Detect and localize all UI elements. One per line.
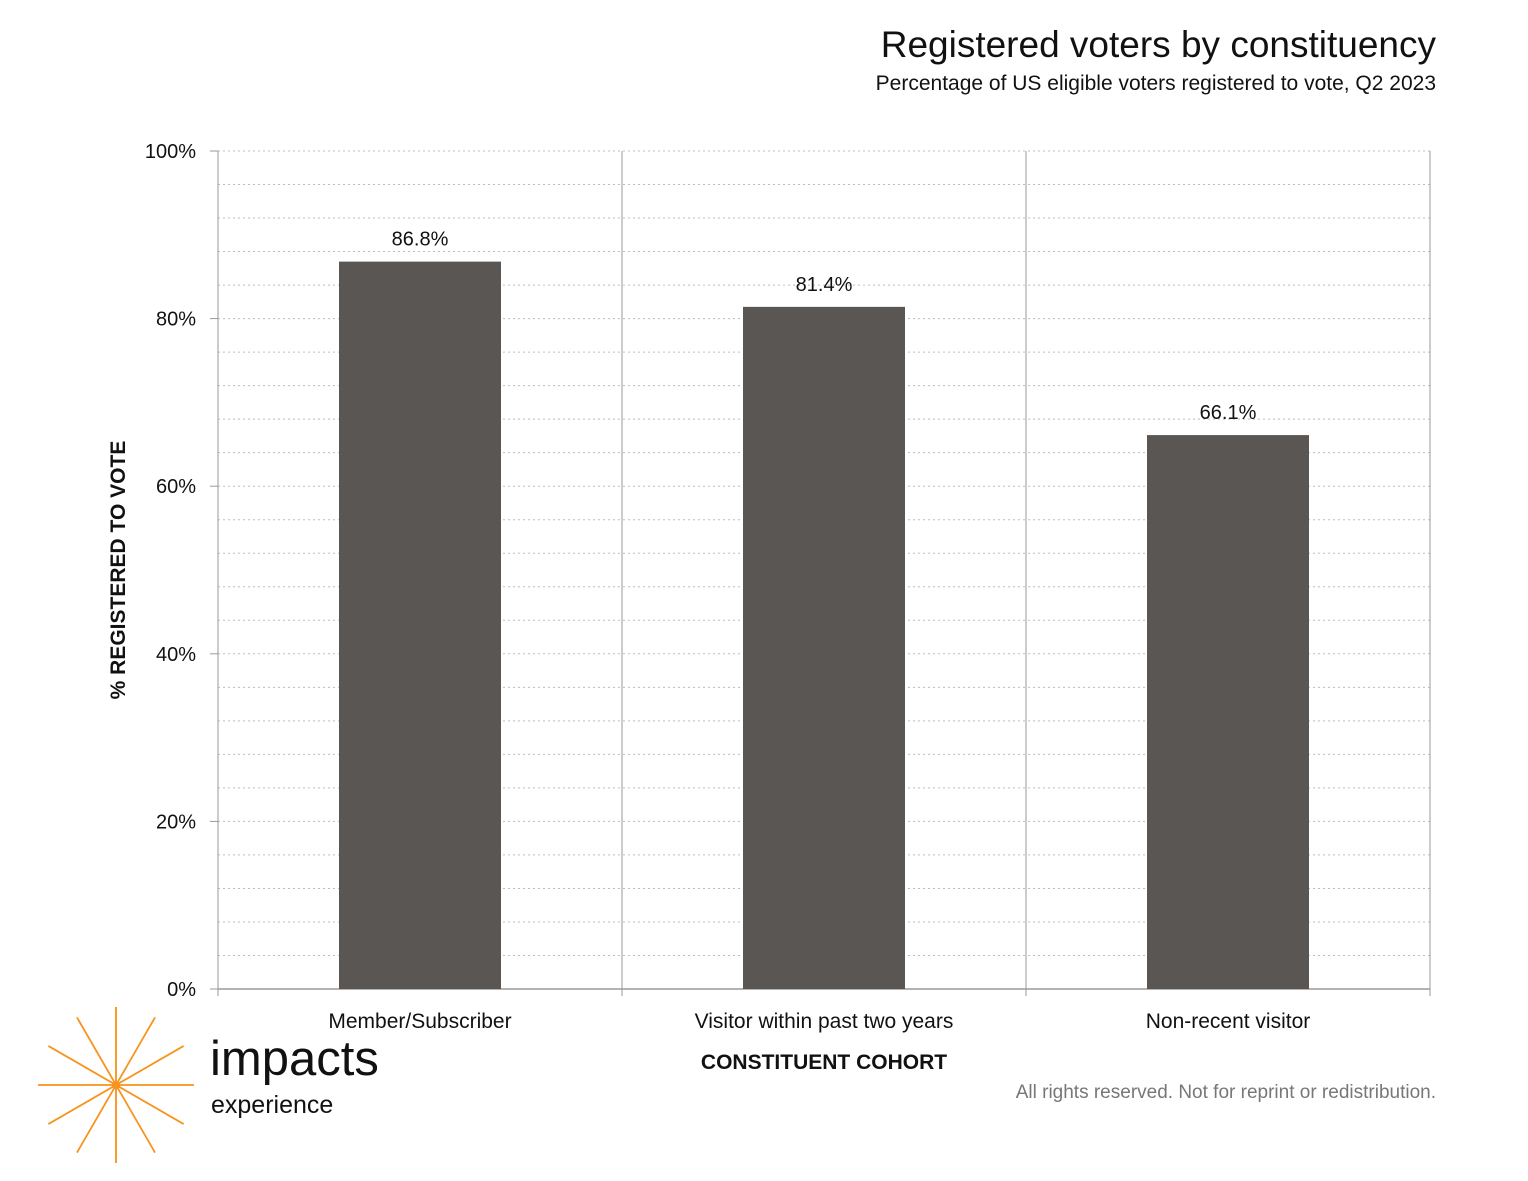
y-tick-label: 0%	[167, 979, 196, 1001]
chart-title: Registered voters by constituency	[880, 24, 1436, 65]
bar	[743, 306, 905, 989]
y-tick-label: 80%	[156, 309, 196, 331]
bar-value-label: 81.4%	[796, 274, 853, 296]
y-tick-label: 20%	[156, 811, 196, 833]
bar-value-label: 86.8%	[392, 229, 449, 251]
x-tick-label: Member/Subscriber	[328, 1010, 511, 1033]
bar	[1147, 435, 1309, 989]
x-tick-label: Visitor within past two years	[695, 1010, 954, 1033]
rights-notice: All rights reserved. Not for reprint or …	[1015, 1082, 1436, 1103]
logo-wordmark: impacts	[210, 1032, 379, 1086]
y-tick-label: 40%	[156, 644, 196, 666]
x-tick-label: Non-recent visitor	[1146, 1010, 1311, 1033]
chart-subtitle: Percentage of US eligible voters registe…	[875, 72, 1436, 95]
y-tick-label: 60%	[156, 476, 196, 498]
bar	[339, 261, 501, 990]
y-tick-label: 100%	[145, 141, 196, 163]
starburst-icon	[38, 1007, 194, 1163]
x-axis-title: CONSTITUENT COHORT	[701, 1051, 947, 1074]
starburst-center	[112, 1081, 120, 1089]
bar-value-label: 66.1%	[1200, 402, 1257, 424]
impacts-experience-logo: impacts experience	[30, 1005, 430, 1175]
logo-subtitle: experience	[211, 1091, 334, 1119]
y-axis-title: % REGISTERED TO VOTE	[107, 441, 130, 700]
